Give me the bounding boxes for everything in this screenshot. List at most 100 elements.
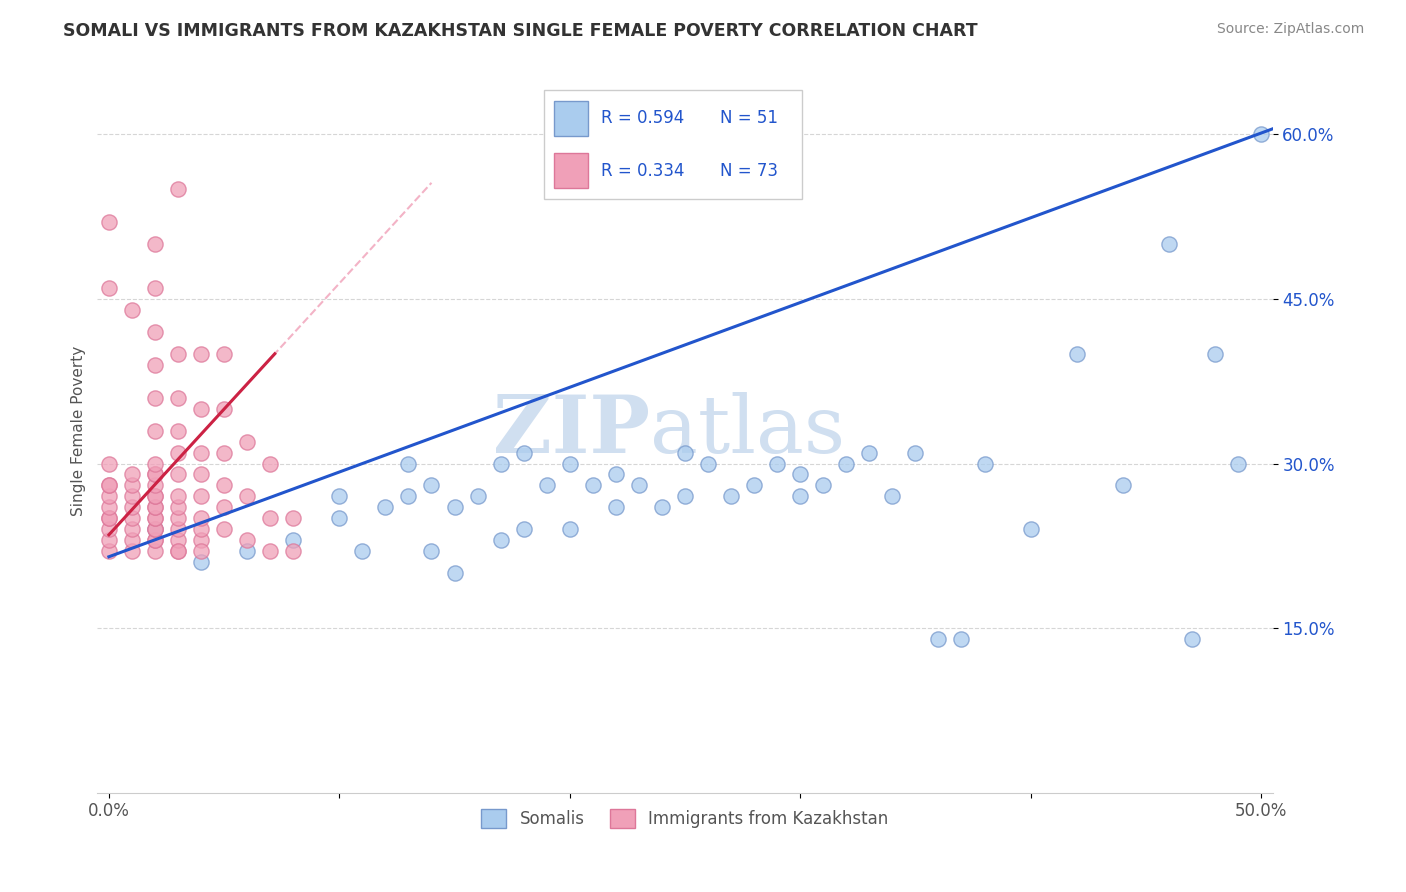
Point <box>97 544 120 558</box>
Point <box>1204 347 1226 361</box>
Point <box>167 500 190 515</box>
Point <box>512 522 534 536</box>
Point <box>811 478 834 492</box>
Point <box>352 544 374 558</box>
Point <box>190 467 212 482</box>
Point <box>789 467 811 482</box>
Point <box>121 490 143 504</box>
Text: SOMALI VS IMMIGRANTS FROM KAZAKHSTAN SINGLE FEMALE POVERTY CORRELATION CHART: SOMALI VS IMMIGRANTS FROM KAZAKHSTAN SIN… <box>63 22 979 40</box>
Point <box>167 522 190 536</box>
Point <box>882 490 904 504</box>
Point <box>766 457 789 471</box>
Point <box>1250 128 1272 142</box>
Y-axis label: Single Female Poverty: Single Female Poverty <box>72 345 86 516</box>
Point <box>121 467 143 482</box>
Point <box>627 478 650 492</box>
Point <box>143 500 166 515</box>
Point <box>489 533 512 548</box>
Point <box>167 182 190 196</box>
Point <box>97 500 120 515</box>
Point <box>1181 632 1204 646</box>
Point <box>97 533 120 548</box>
Point <box>97 511 120 525</box>
Point <box>489 457 512 471</box>
Point <box>835 457 858 471</box>
Point <box>143 500 166 515</box>
Point <box>143 237 166 252</box>
Point <box>259 544 281 558</box>
Point <box>97 478 120 492</box>
Point <box>420 544 443 558</box>
Point <box>190 533 212 548</box>
Point <box>143 533 166 548</box>
Point <box>582 478 605 492</box>
Point <box>212 401 235 416</box>
Point <box>720 490 742 504</box>
Point <box>328 511 350 525</box>
Point <box>167 511 190 525</box>
Point <box>605 467 627 482</box>
Point <box>190 522 212 536</box>
Point <box>374 500 396 515</box>
Point <box>143 522 166 536</box>
Point <box>121 500 143 515</box>
Point <box>97 215 120 229</box>
Point <box>143 544 166 558</box>
Point <box>283 544 305 558</box>
Point <box>143 391 166 405</box>
Point <box>259 511 281 525</box>
Point <box>950 632 973 646</box>
Point <box>143 467 166 482</box>
Point <box>190 555 212 569</box>
Point <box>697 457 720 471</box>
Point <box>536 478 558 492</box>
Point <box>121 302 143 317</box>
Point <box>190 445 212 459</box>
Point <box>973 457 995 471</box>
Point <box>236 434 259 449</box>
Point <box>651 500 673 515</box>
Point <box>236 490 259 504</box>
Point <box>190 401 212 416</box>
Point <box>167 445 190 459</box>
Point <box>97 281 120 295</box>
Point <box>143 522 166 536</box>
Point <box>673 490 696 504</box>
Point <box>212 500 235 515</box>
Text: atlas: atlas <box>650 392 845 469</box>
Point <box>283 533 305 548</box>
Point <box>143 511 166 525</box>
Point <box>143 358 166 372</box>
Point <box>121 478 143 492</box>
Text: Source: ZipAtlas.com: Source: ZipAtlas.com <box>1216 22 1364 37</box>
Point <box>396 457 419 471</box>
Point <box>167 467 190 482</box>
Point <box>396 490 419 504</box>
Point <box>1157 237 1180 252</box>
Point <box>143 281 166 295</box>
Point <box>512 445 534 459</box>
Point <box>121 544 143 558</box>
Point <box>927 632 949 646</box>
Point <box>97 522 120 536</box>
Point <box>143 490 166 504</box>
Point <box>167 544 190 558</box>
Point <box>190 347 212 361</box>
Point <box>212 445 235 459</box>
Point <box>121 522 143 536</box>
Point <box>742 478 765 492</box>
Point <box>190 511 212 525</box>
Point <box>143 467 166 482</box>
Point <box>121 533 143 548</box>
Point <box>1226 457 1249 471</box>
Point <box>467 490 489 504</box>
Point <box>1019 522 1042 536</box>
Point <box>167 347 190 361</box>
Point <box>1112 478 1135 492</box>
Point <box>97 478 120 492</box>
Point <box>605 500 627 515</box>
Text: ZIP: ZIP <box>492 392 650 469</box>
Point <box>143 457 166 471</box>
Point <box>143 424 166 438</box>
Point <box>143 490 166 504</box>
